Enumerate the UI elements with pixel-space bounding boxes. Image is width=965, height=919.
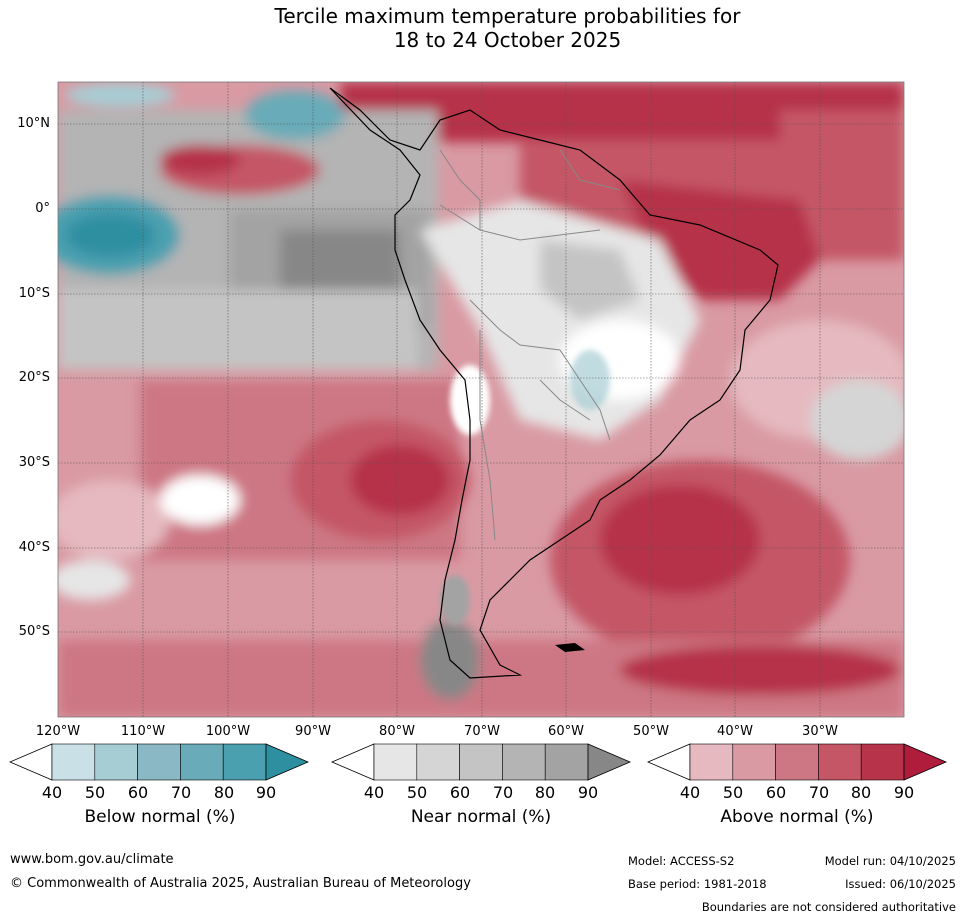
legend-near-tick: 40 bbox=[363, 783, 385, 802]
lon-label-60w: 60°W bbox=[548, 724, 584, 739]
legend-swatch bbox=[222, 743, 267, 781]
legend-below-tick: 80 bbox=[213, 783, 235, 802]
legend-above-tick: 90 bbox=[893, 783, 915, 802]
country-borders bbox=[439, 149, 621, 541]
lon-label-100w: 100°W bbox=[205, 724, 251, 739]
colorbar-above bbox=[646, 743, 948, 781]
legend-swatch bbox=[51, 743, 96, 781]
model-run: Model run: 04/10/2025 bbox=[824, 854, 956, 868]
legend-swatch bbox=[775, 743, 819, 781]
legend-above-tick: 70 bbox=[808, 783, 830, 802]
legend-above-tick: 50 bbox=[722, 783, 744, 802]
base-period: Base period: 1981-2018 bbox=[628, 877, 767, 891]
legend-above-tick: 80 bbox=[850, 783, 872, 802]
legend-swatch bbox=[416, 743, 460, 781]
legend-swatch bbox=[732, 743, 776, 781]
legend-extend-high bbox=[587, 743, 632, 781]
legend-swatch bbox=[137, 743, 181, 781]
legend-extend-low bbox=[646, 743, 691, 781]
copyright: © Commonwealth of Australia 2025, Austra… bbox=[10, 876, 471, 891]
graticule bbox=[58, 82, 904, 717]
lat-label-50s: 50°S bbox=[18, 624, 50, 639]
lat-label-10s: 10°S bbox=[18, 286, 50, 301]
legend-extend-low bbox=[8, 743, 53, 781]
legend-above-tick: 60 bbox=[765, 783, 787, 802]
legend-extend-low bbox=[330, 743, 375, 781]
legend-below-tick: 90 bbox=[255, 783, 277, 802]
title-line-1: Tercile maximum temperature probabilitie… bbox=[274, 4, 741, 28]
lon-label-80w: 80°W bbox=[379, 724, 415, 739]
lon-label-30w: 30°W bbox=[802, 724, 838, 739]
boundaries-disclaimer: Boundaries are not considered authoritat… bbox=[701, 900, 956, 914]
legend-swatch bbox=[860, 743, 905, 781]
legend-near-tick: 80 bbox=[534, 783, 556, 802]
lon-label-70w: 70°W bbox=[464, 724, 500, 739]
legend-swatch bbox=[818, 743, 862, 781]
legend-below-tick: 40 bbox=[41, 783, 63, 802]
legend-swatch bbox=[459, 743, 503, 781]
lat-label-30s: 30°S bbox=[18, 455, 50, 470]
legend-above-tick: 40 bbox=[679, 783, 701, 802]
lat-label-20s: 20°S bbox=[18, 370, 50, 385]
legend-below-tick: 60 bbox=[127, 783, 149, 802]
legend-swatch bbox=[502, 743, 546, 781]
lat-label-0: 0° bbox=[35, 201, 50, 216]
legend-swatch bbox=[373, 743, 418, 781]
legend-below-tick: 70 bbox=[170, 783, 192, 802]
legend-near-tick: 50 bbox=[406, 783, 428, 802]
legend-extend-high bbox=[265, 743, 310, 781]
legend-below-tick: 50 bbox=[84, 783, 106, 802]
lon-label-120w: 120°W bbox=[35, 724, 81, 739]
lat-label-40s: 40°S bbox=[18, 540, 50, 555]
legend-swatch bbox=[544, 743, 589, 781]
lon-label-90w: 90°W bbox=[295, 724, 331, 739]
legend-near-tick: 70 bbox=[492, 783, 514, 802]
legend-above-title: Above normal (%) bbox=[720, 807, 874, 827]
legend-extend-high bbox=[903, 743, 948, 781]
colorbar-below bbox=[8, 743, 310, 781]
model-name: Model: ACCESS-S2 bbox=[628, 854, 735, 868]
issued-date: Issued: 06/10/2025 bbox=[845, 877, 956, 891]
map-field bbox=[58, 82, 904, 717]
map-title: Tercile maximum temperature probabilitie… bbox=[0, 4, 965, 52]
lat-label-10n: 10°N bbox=[17, 116, 50, 131]
legend-near-tick: 60 bbox=[449, 783, 471, 802]
south-america-coastline bbox=[329, 87, 779, 679]
lon-label-50w: 50°W bbox=[633, 724, 669, 739]
lon-label-110w: 110°W bbox=[120, 724, 166, 739]
legend-swatch bbox=[689, 743, 734, 781]
lon-label-40w: 40°W bbox=[717, 724, 753, 739]
title-line-2: 18 to 24 October 2025 bbox=[393, 28, 622, 52]
colorbar-near bbox=[330, 743, 632, 781]
legend-below-title: Below normal (%) bbox=[84, 807, 236, 827]
legend-swatch bbox=[180, 743, 224, 781]
legend-swatch bbox=[94, 743, 138, 781]
website-link[interactable]: www.bom.gov.au/climate bbox=[10, 852, 174, 867]
legend-near-title: Near normal (%) bbox=[410, 807, 552, 827]
legend-near-tick: 90 bbox=[577, 783, 599, 802]
